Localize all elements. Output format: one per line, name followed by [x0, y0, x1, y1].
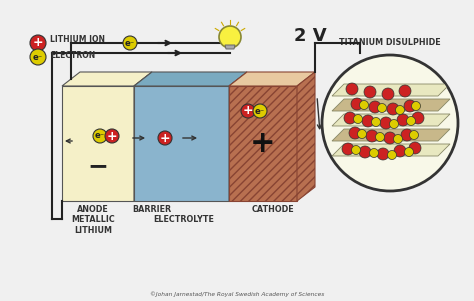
Circle shape [30, 49, 46, 65]
Text: e⁻: e⁻ [33, 52, 43, 61]
Polygon shape [332, 99, 450, 111]
Circle shape [93, 129, 107, 143]
Text: ELECTRON: ELECTRON [50, 51, 95, 60]
Polygon shape [332, 114, 450, 126]
Polygon shape [134, 86, 229, 201]
Circle shape [372, 117, 381, 126]
Polygon shape [62, 86, 134, 201]
Circle shape [351, 98, 363, 110]
Circle shape [380, 117, 392, 129]
Polygon shape [229, 72, 247, 201]
Text: +: + [107, 129, 117, 142]
Text: −: − [88, 154, 109, 178]
Circle shape [253, 104, 267, 118]
Text: ©Johan Jarnestad/The Royal Swedish Academy of Sciences: ©Johan Jarnestad/The Royal Swedish Acade… [150, 291, 324, 297]
Circle shape [359, 146, 371, 158]
Circle shape [219, 26, 241, 48]
Circle shape [390, 119, 399, 129]
Circle shape [377, 104, 386, 113]
Circle shape [387, 103, 399, 115]
Circle shape [354, 114, 363, 123]
Text: LITHIUM ION: LITHIUM ION [50, 35, 105, 44]
Circle shape [411, 101, 420, 110]
Circle shape [382, 88, 394, 100]
Text: e⁻: e⁻ [95, 132, 105, 141]
Circle shape [412, 112, 424, 124]
Text: +: + [250, 129, 276, 158]
Polygon shape [134, 72, 247, 86]
Polygon shape [332, 129, 450, 141]
Circle shape [241, 104, 255, 118]
Text: ANODE
METALLIC
LITHIUM: ANODE METALLIC LITHIUM [71, 205, 115, 235]
Circle shape [322, 55, 458, 191]
Text: e⁻: e⁻ [125, 39, 135, 48]
Circle shape [384, 132, 396, 144]
Circle shape [366, 130, 378, 142]
Text: BARRIER: BARRIER [132, 205, 172, 214]
Circle shape [410, 131, 419, 139]
Polygon shape [225, 45, 235, 49]
Circle shape [344, 112, 356, 124]
Polygon shape [332, 144, 450, 156]
Circle shape [407, 116, 416, 126]
Circle shape [370, 148, 379, 157]
Text: +: + [160, 132, 170, 144]
Polygon shape [229, 86, 297, 201]
Circle shape [399, 85, 411, 97]
Circle shape [388, 150, 396, 160]
Circle shape [342, 143, 354, 155]
Circle shape [349, 127, 361, 139]
Text: CATHODE: CATHODE [252, 205, 294, 214]
Polygon shape [134, 72, 152, 201]
Circle shape [158, 131, 172, 145]
Circle shape [409, 142, 421, 154]
Text: ELECTROLYTE: ELECTROLYTE [154, 215, 214, 224]
Text: TITANIUM DISULPHIDE: TITANIUM DISULPHIDE [339, 38, 441, 47]
Circle shape [369, 101, 381, 113]
Circle shape [404, 147, 413, 157]
Polygon shape [297, 72, 315, 201]
Circle shape [30, 35, 46, 51]
Circle shape [105, 129, 119, 143]
Circle shape [395, 105, 404, 114]
Text: e⁻: e⁻ [255, 107, 265, 116]
Circle shape [397, 114, 409, 126]
Circle shape [346, 83, 358, 95]
Text: +: + [243, 104, 253, 117]
Circle shape [359, 101, 368, 110]
Circle shape [377, 148, 389, 160]
Text: 2 V: 2 V [294, 27, 326, 45]
Circle shape [357, 129, 366, 138]
Circle shape [352, 145, 361, 154]
Circle shape [401, 129, 413, 141]
Polygon shape [62, 72, 152, 86]
Circle shape [394, 145, 406, 157]
Polygon shape [229, 72, 315, 86]
Circle shape [404, 100, 416, 112]
Text: +: + [33, 36, 43, 49]
Circle shape [362, 115, 374, 127]
Circle shape [393, 135, 402, 144]
Polygon shape [332, 84, 450, 96]
Circle shape [364, 86, 376, 98]
Circle shape [123, 36, 137, 50]
Circle shape [375, 132, 384, 141]
